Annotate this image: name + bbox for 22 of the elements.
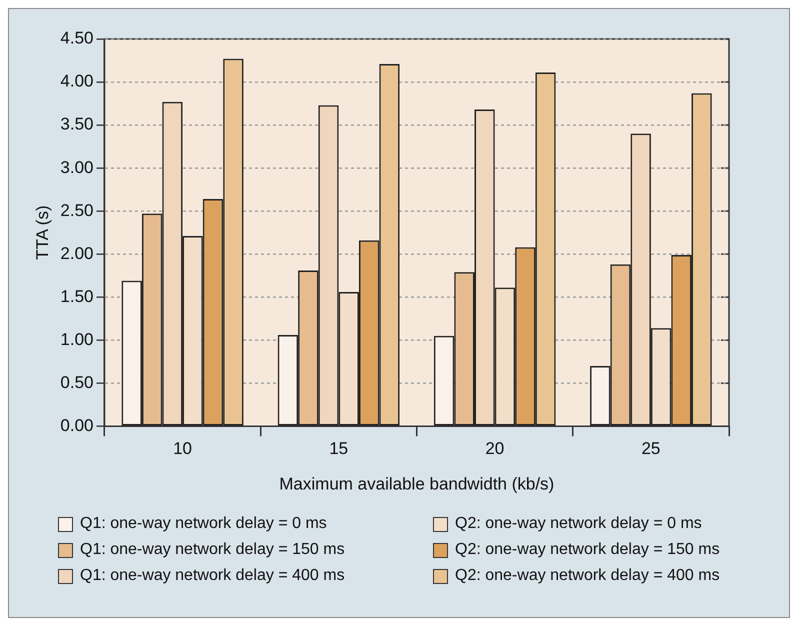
- legend-label: Q1: one-way network delay = 0 ms: [80, 515, 327, 533]
- y-tick-label: 0.00: [60, 416, 94, 435]
- y-tick-label: 0.50: [60, 372, 94, 392]
- y-tick-label: 4.00: [60, 72, 94, 91]
- legend-label: Q1: one-way network delay = 150 ms: [80, 541, 345, 559]
- y-tick-label: 3.00: [60, 158, 94, 177]
- y-tick-label: 1.00: [60, 330, 94, 349]
- y-tick-label: 1.50: [60, 286, 94, 306]
- y-tick-label: 3.50: [60, 114, 94, 134]
- y-tick-label: 2.00: [60, 244, 94, 263]
- x-tick-label: 10: [173, 439, 192, 458]
- legend-label: Q2: one-way network delay = 400 ms: [455, 567, 720, 585]
- y-tick-label: 2.50: [60, 200, 94, 220]
- x-axis-title: Maximum available bandwidth (kb/s): [279, 474, 554, 494]
- x-tick-label: 25: [641, 439, 660, 458]
- y-tick-label: 4.50: [60, 28, 94, 48]
- legend-label: Q2: one-way network delay = 150 ms: [455, 541, 720, 559]
- legend-label: Q2: one-way network delay = 0 ms: [455, 515, 702, 533]
- legend-label: Q1: one-way network delay = 400 ms: [80, 567, 345, 585]
- x-tick-label: 20: [485, 439, 504, 458]
- y-axis-title: TTA (s): [32, 205, 52, 260]
- x-tick-label: 15: [329, 439, 348, 458]
